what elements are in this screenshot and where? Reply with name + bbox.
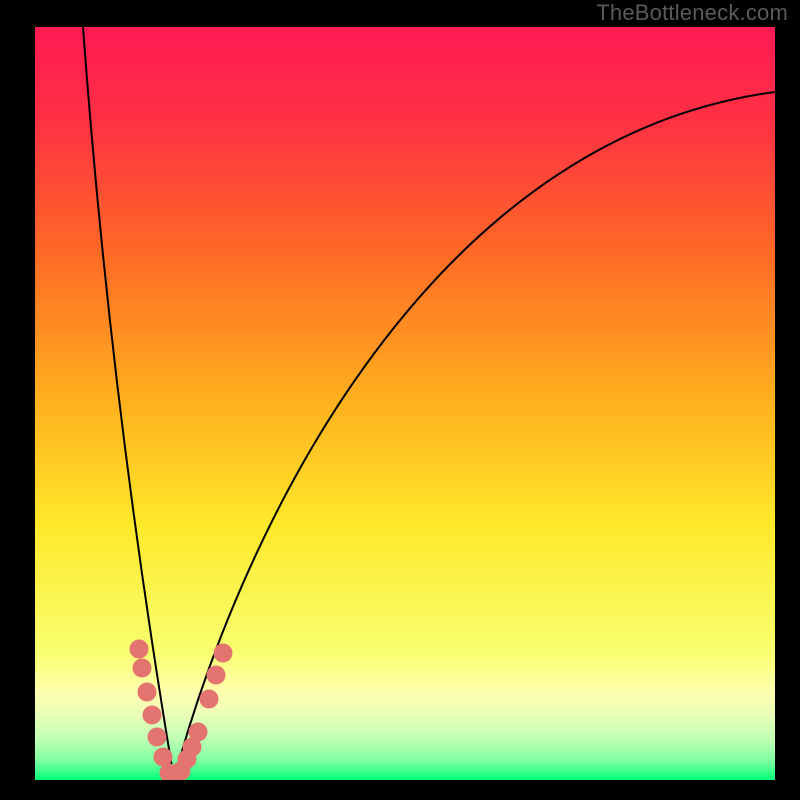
- chart-area: [35, 27, 775, 780]
- watermark-text: TheBottleneck.com: [596, 0, 788, 26]
- gradient-background: [35, 27, 775, 780]
- outer-frame: TheBottleneck.com: [0, 0, 800, 800]
